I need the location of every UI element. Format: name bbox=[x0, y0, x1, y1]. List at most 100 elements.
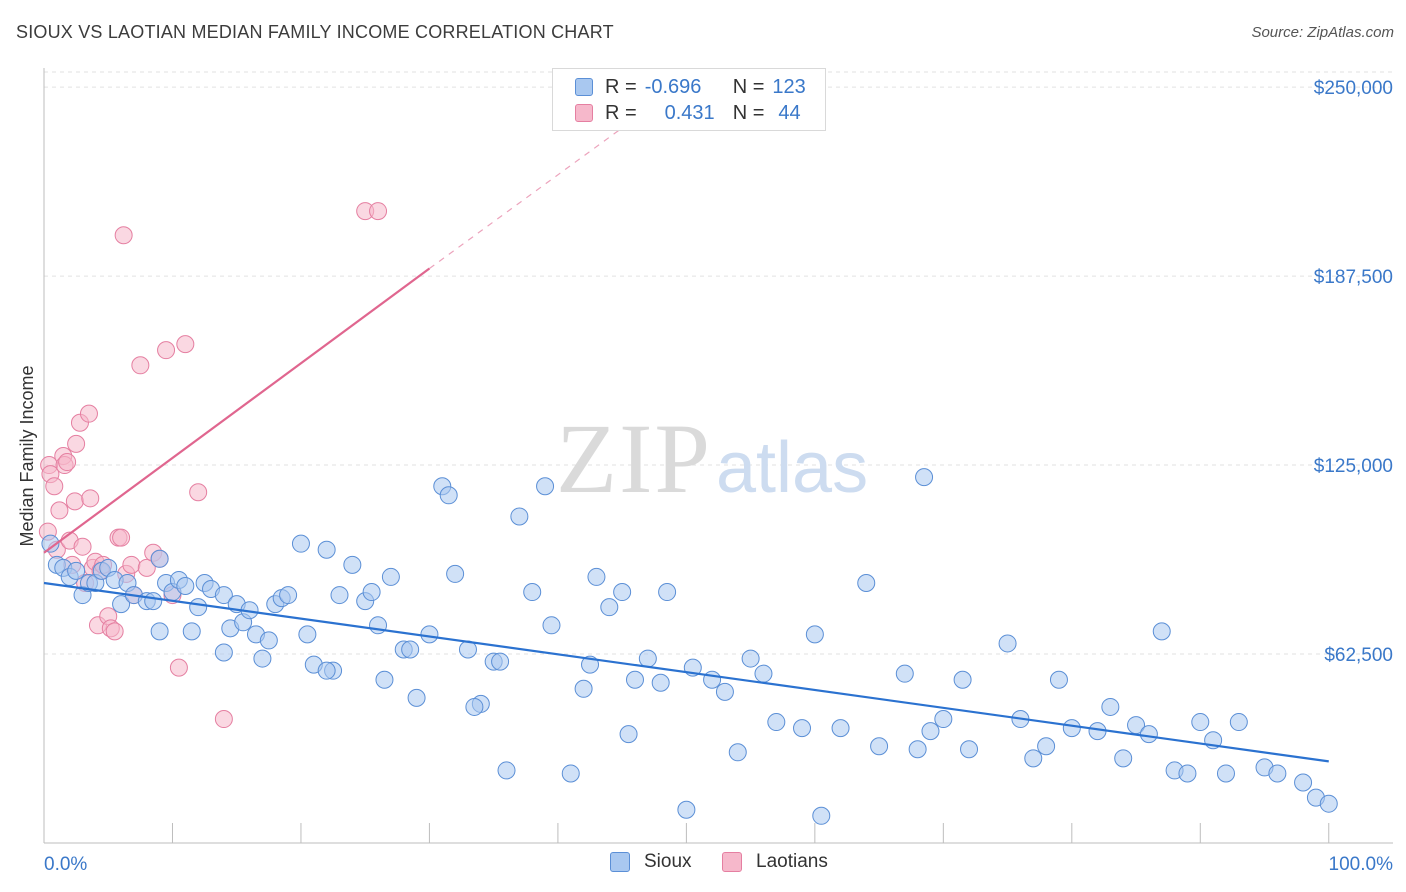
sioux-point bbox=[1139, 725, 1158, 744]
sioux-point bbox=[291, 534, 310, 553]
sioux-point bbox=[1319, 794, 1338, 813]
sioux-point bbox=[343, 555, 362, 574]
laotians-trend-line bbox=[43, 267, 431, 554]
sioux-point bbox=[150, 549, 169, 568]
y-tick-label: $62,500 bbox=[1324, 645, 1393, 666]
laotians-r-label: R = bbox=[605, 101, 637, 124]
y-tick-label: $250,000 bbox=[1314, 78, 1393, 99]
laotians-point bbox=[214, 710, 233, 729]
sioux-point bbox=[214, 643, 233, 662]
sioux-point bbox=[600, 598, 619, 617]
laotians-point bbox=[81, 489, 100, 508]
sioux-point bbox=[491, 652, 510, 671]
laotians-point bbox=[65, 492, 84, 511]
laotians-legend-label: Laotians bbox=[756, 851, 828, 872]
sioux-point bbox=[112, 595, 131, 614]
laotians-point bbox=[79, 404, 98, 423]
sioux-point bbox=[960, 740, 979, 759]
laotians-point bbox=[105, 622, 124, 641]
legend-item-sioux: Sioux bbox=[610, 851, 692, 873]
laotians-point bbox=[137, 558, 156, 577]
sioux-point bbox=[831, 719, 850, 738]
sioux-point bbox=[561, 764, 580, 783]
laotians-point bbox=[73, 537, 92, 556]
laotians-point bbox=[45, 477, 64, 496]
sioux-point bbox=[908, 740, 927, 759]
sioux-point bbox=[317, 540, 336, 559]
sioux-point bbox=[439, 486, 458, 505]
sioux-point bbox=[362, 583, 381, 602]
sioux-point bbox=[921, 722, 940, 741]
sioux-point bbox=[1024, 749, 1043, 768]
sioux-point bbox=[1178, 764, 1197, 783]
sioux-point bbox=[638, 649, 657, 668]
correlation-legend: R = -0.696 N = 123 R = 0.431 N = 44 bbox=[552, 68, 826, 131]
y-tick-label: $187,500 bbox=[1314, 267, 1393, 288]
sioux-point bbox=[1037, 737, 1056, 756]
sioux-swatch bbox=[575, 78, 593, 96]
sioux-legend-label: Sioux bbox=[644, 851, 692, 872]
sioux-point bbox=[677, 800, 696, 819]
sioux-point bbox=[1049, 670, 1068, 689]
axes bbox=[43, 68, 1393, 844]
sioux-point bbox=[420, 625, 439, 644]
sioux-n-value: 123 bbox=[772, 75, 806, 98]
sioux-point bbox=[1114, 749, 1133, 768]
laotians-legend-swatch bbox=[722, 852, 742, 872]
sioux-point bbox=[1294, 773, 1313, 792]
watermark-zip: ZIP bbox=[556, 403, 712, 514]
sioux-point bbox=[465, 697, 484, 716]
sioux-point bbox=[953, 670, 972, 689]
legend-item-laotians: Laotians bbox=[722, 851, 828, 873]
grid-lines bbox=[44, 71, 1393, 655]
source-label: Source: ZipAtlas.com bbox=[1251, 24, 1394, 41]
sioux-point bbox=[1229, 713, 1248, 732]
laotians-point bbox=[169, 658, 188, 677]
y-tick-label: $125,000 bbox=[1314, 456, 1393, 477]
sioux-point bbox=[651, 673, 670, 692]
sioux-point bbox=[703, 670, 722, 689]
laotians-point bbox=[50, 501, 69, 520]
sioux-point bbox=[330, 586, 349, 605]
sioux-point bbox=[253, 649, 272, 668]
sioux-point bbox=[574, 679, 593, 698]
sioux-point bbox=[1216, 764, 1235, 783]
sioux-r-value: -0.696 bbox=[644, 75, 702, 98]
sioux-point bbox=[176, 577, 195, 595]
watermark-atlas: atlas bbox=[716, 428, 868, 508]
sioux-legend-swatch bbox=[610, 852, 630, 872]
sioux-point bbox=[587, 567, 606, 586]
sioux-point bbox=[715, 682, 734, 701]
sioux-point bbox=[214, 586, 233, 605]
x-tick-label-end: 100.0% bbox=[1329, 854, 1394, 875]
sioux-point bbox=[259, 631, 278, 650]
sioux-point bbox=[182, 622, 201, 641]
sioux-point bbox=[381, 567, 400, 586]
sioux-point bbox=[375, 670, 394, 689]
chart-title: SIOUX VS LAOTIAN MEDIAN FAMILY INCOME CO… bbox=[16, 22, 614, 42]
sioux-point bbox=[189, 598, 208, 617]
sioux-point bbox=[728, 743, 747, 762]
laotians-point bbox=[176, 335, 195, 354]
sioux-point bbox=[767, 713, 786, 732]
laotians-n-label: N = bbox=[732, 101, 765, 124]
sioux-point bbox=[793, 719, 812, 738]
sioux-point bbox=[870, 737, 889, 756]
sioux-point bbox=[67, 561, 86, 580]
laotians-point bbox=[112, 528, 131, 547]
sioux-point bbox=[144, 592, 163, 611]
laotians-point bbox=[114, 226, 133, 245]
sioux-point bbox=[407, 688, 426, 707]
laotians-point bbox=[58, 453, 77, 472]
sioux-trend-line bbox=[43, 581, 1329, 763]
sioux-point bbox=[41, 534, 60, 553]
sioux-point bbox=[279, 586, 298, 605]
sioux-point bbox=[401, 640, 420, 659]
sioux-n-label: N = bbox=[732, 75, 765, 98]
sioux-point bbox=[857, 573, 876, 592]
legend-row-laotians: R = 0.431 N = 44 bbox=[575, 101, 801, 125]
sioux-r-label: R = bbox=[605, 75, 637, 98]
tick-labels: $62,500 $125,000 $187,500 $250,000 0.0% 100.0… bbox=[44, 78, 1393, 875]
laotians-point bbox=[189, 483, 208, 502]
sioux-point bbox=[1101, 697, 1120, 716]
